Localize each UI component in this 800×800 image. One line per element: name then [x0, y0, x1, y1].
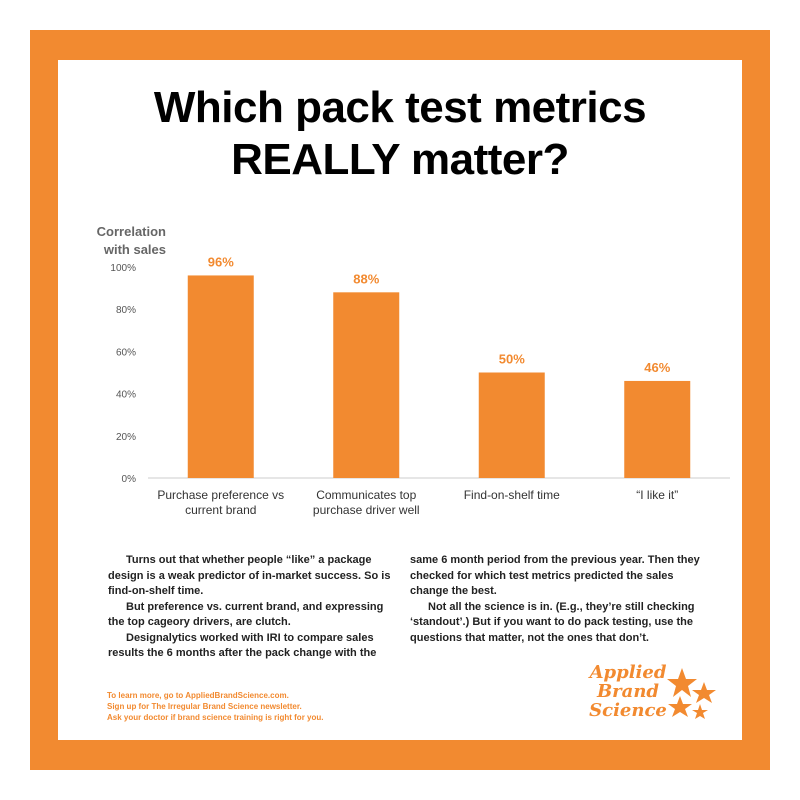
title-line-2: REALLY matter?	[231, 135, 569, 184]
y-axis-label: Correlation with sales	[66, 223, 166, 259]
bar	[624, 380, 691, 478]
y-tick-label: 60%	[116, 347, 136, 358]
y-tick-label: 20%	[116, 432, 136, 443]
page-title: Which pack test metrics REALLY matter?	[0, 82, 800, 186]
category-label: purchase driver well	[313, 503, 420, 517]
body-paragraph: Turns out that whether people “like” a p…	[108, 554, 391, 597]
body-paragraph: Not all the science is in. (E.g., they’r…	[410, 600, 695, 644]
footer-line-2: Sign up for The Irregular Brand Science …	[107, 702, 302, 711]
y-tick-label: 40%	[116, 390, 136, 401]
data-label: 50%	[499, 352, 525, 367]
body-column-2: same 6 month period from the previous ye…	[410, 553, 710, 646]
category-label: Purchase preference vs	[157, 488, 284, 502]
body-column-1: Turns out that whether people “like” a p…	[108, 553, 398, 662]
category-label: current brand	[185, 503, 256, 517]
footer-notes: To learn more, go to AppliedBrandScience…	[107, 690, 427, 723]
y-axis-label-line-2: with sales	[103, 242, 166, 257]
bar-chart: 0% 20% 40% 60% 80% 100% 96% Purchase preference…	[110, 254, 730, 517]
logo-line-2: Brand	[596, 681, 660, 702]
data-label: 46%	[644, 360, 670, 375]
logo-line-1: Applied	[589, 662, 667, 683]
body-paragraph: Designalytics worked with IRI to compare…	[108, 631, 377, 660]
category-label: Find-on-shelf time	[464, 488, 560, 502]
y-tick-label: 80%	[116, 305, 136, 316]
footer-line-3: Ask your doctor if brand science trainin…	[107, 713, 324, 722]
bar	[478, 372, 545, 478]
bar	[187, 275, 254, 478]
body-paragraph: same 6 month period from the previous ye…	[410, 554, 700, 597]
bar	[333, 292, 400, 478]
category-label: “I like it”	[636, 488, 678, 502]
data-label: 96%	[208, 254, 234, 269]
title-line-1: Which pack test metrics	[153, 83, 647, 132]
brand-logo: Applied Brand Science	[588, 663, 668, 720]
y-tick-label: 100%	[110, 263, 136, 274]
stars-icon	[667, 668, 716, 719]
logo-line-3: Science	[589, 700, 667, 721]
category-label: Communicates top	[316, 488, 416, 502]
footer-line-1: To learn more, go to AppliedBrandScience…	[107, 691, 289, 700]
data-label: 88%	[353, 271, 379, 286]
body-paragraph: But preference vs. current brand, and ex…	[108, 600, 384, 629]
y-tick-label: 0%	[122, 474, 137, 485]
y-axis-label-line-1: Correlation	[96, 224, 166, 239]
